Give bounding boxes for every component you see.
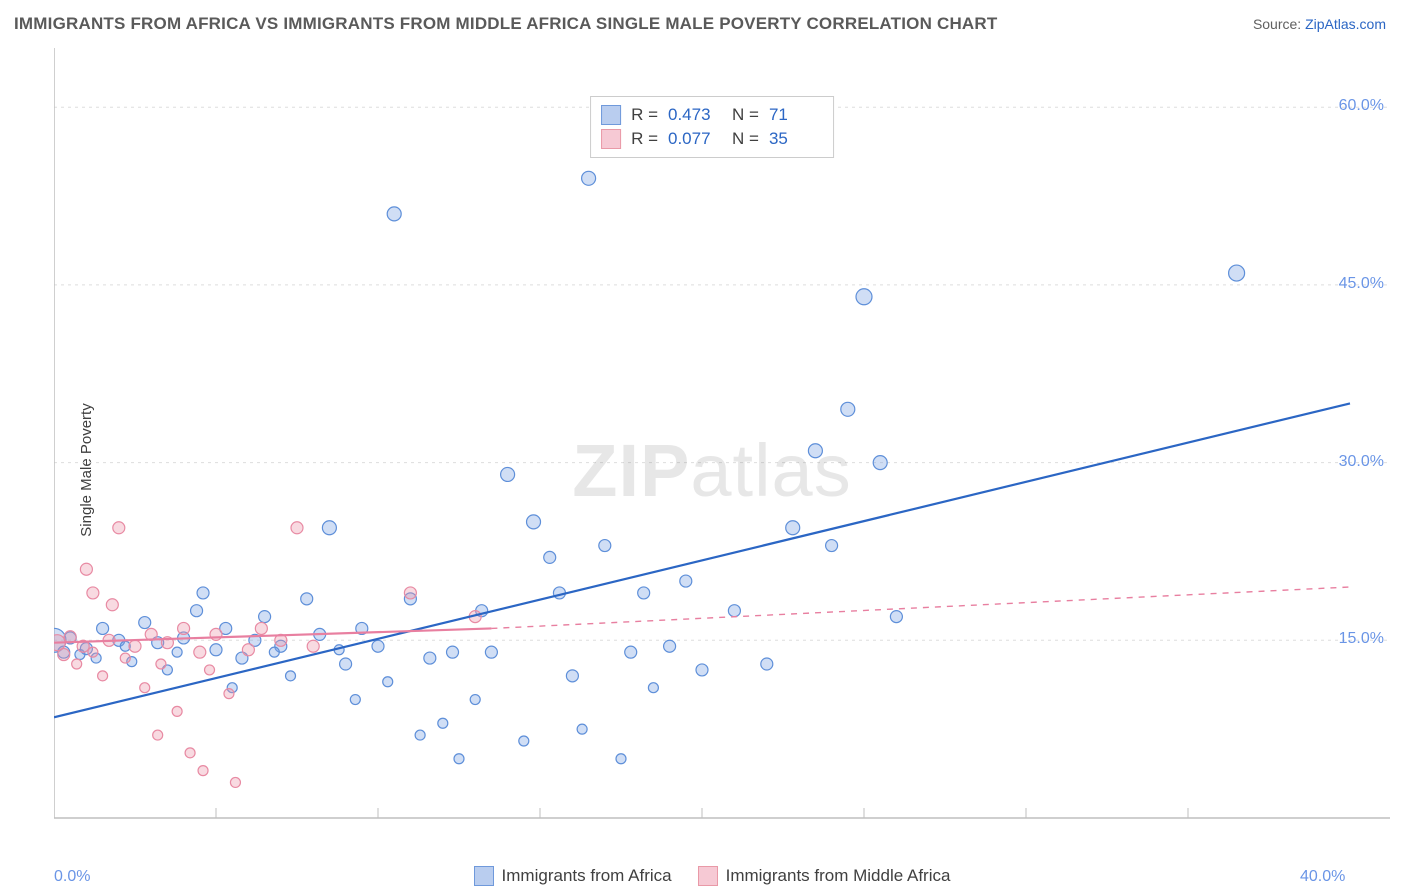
swatch-series1 — [601, 105, 621, 125]
scatter-plot-svg — [54, 48, 1392, 848]
legend-item-series2: Immigrants from Middle Africa — [698, 866, 951, 886]
stat-r-label: R = — [631, 105, 658, 125]
stats-row-series1: R = 0.473 N = 71 — [601, 103, 823, 127]
y-tick-label: 45.0% — [1339, 275, 1384, 293]
source-prefix: Source: — [1253, 16, 1305, 32]
stat-r-value-1: 0.473 — [668, 105, 722, 125]
bottom-legend: Immigrants from Africa Immigrants from M… — [32, 866, 1392, 886]
swatch-series2 — [601, 129, 621, 149]
legend-swatch-series1 — [474, 866, 494, 886]
y-tick-label: 15.0% — [1339, 630, 1384, 648]
legend-label-series1: Immigrants from Africa — [502, 866, 672, 886]
chart-header: IMMIGRANTS FROM AFRICA VS IMMIGRANTS FRO… — [0, 0, 1406, 48]
stat-n-value-2: 35 — [769, 129, 823, 149]
source-attribution: Source: ZipAtlas.com — [1253, 16, 1386, 32]
stat-r-value-2: 0.077 — [668, 129, 722, 149]
y-tick-label: 60.0% — [1339, 97, 1384, 115]
chart-area: Single Male Poverty R = 0.473 N = 71 R =… — [32, 48, 1392, 892]
legend-swatch-series2 — [698, 866, 718, 886]
stat-n-label-2: N = — [732, 129, 759, 149]
source-link[interactable]: ZipAtlas.com — [1305, 16, 1386, 32]
chart-title: IMMIGRANTS FROM AFRICA VS IMMIGRANTS FRO… — [14, 14, 997, 34]
y-tick-label: 30.0% — [1339, 453, 1384, 471]
stats-legend-box: R = 0.473 N = 71 R = 0.077 N = 35 — [590, 96, 834, 158]
stat-n-value-1: 71 — [769, 105, 823, 125]
legend-item-series1: Immigrants from Africa — [474, 866, 672, 886]
stat-n-label: N = — [732, 105, 759, 125]
legend-label-series2: Immigrants from Middle Africa — [726, 866, 951, 886]
stats-row-series2: R = 0.077 N = 35 — [601, 127, 823, 151]
stat-r-label-2: R = — [631, 129, 658, 149]
